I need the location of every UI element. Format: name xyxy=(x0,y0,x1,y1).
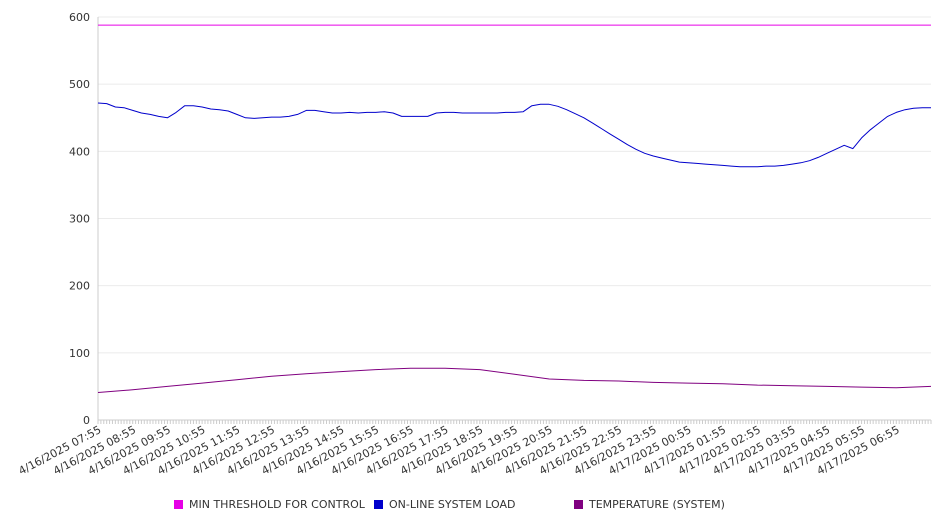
y-tick-label: 100 xyxy=(69,347,90,360)
legend-swatch-system-load xyxy=(374,500,383,509)
legend-swatch-min-threshold xyxy=(174,500,183,509)
legend-item-temperature[interactable]: TEMPERATURE (SYSTEM) xyxy=(574,498,725,511)
legend-label-temperature: TEMPERATURE (SYSTEM) xyxy=(589,498,725,511)
y-tick-label: 0 xyxy=(83,414,90,427)
legend-swatch-temperature xyxy=(574,500,583,509)
y-tick-label: 600 xyxy=(69,11,90,24)
y-tick-label: 300 xyxy=(69,213,90,226)
series-line-temperature[interactable] xyxy=(97,367,932,393)
y-tick-label: 400 xyxy=(69,145,90,158)
legend-label-min-threshold: MIN THRESHOLD FOR CONTROL xyxy=(189,498,365,511)
y-tick-label: 500 xyxy=(69,78,90,91)
legend-label-system-load: ON-LINE SYSTEM LOAD xyxy=(389,498,516,511)
series-line-system-load[interactable] xyxy=(97,102,931,168)
y-tick-label: 200 xyxy=(69,280,90,293)
legend-item-min-threshold[interactable]: MIN THRESHOLD FOR CONTROL xyxy=(174,498,365,511)
legend-item-system-load[interactable]: ON-LINE SYSTEM LOAD xyxy=(374,498,515,511)
